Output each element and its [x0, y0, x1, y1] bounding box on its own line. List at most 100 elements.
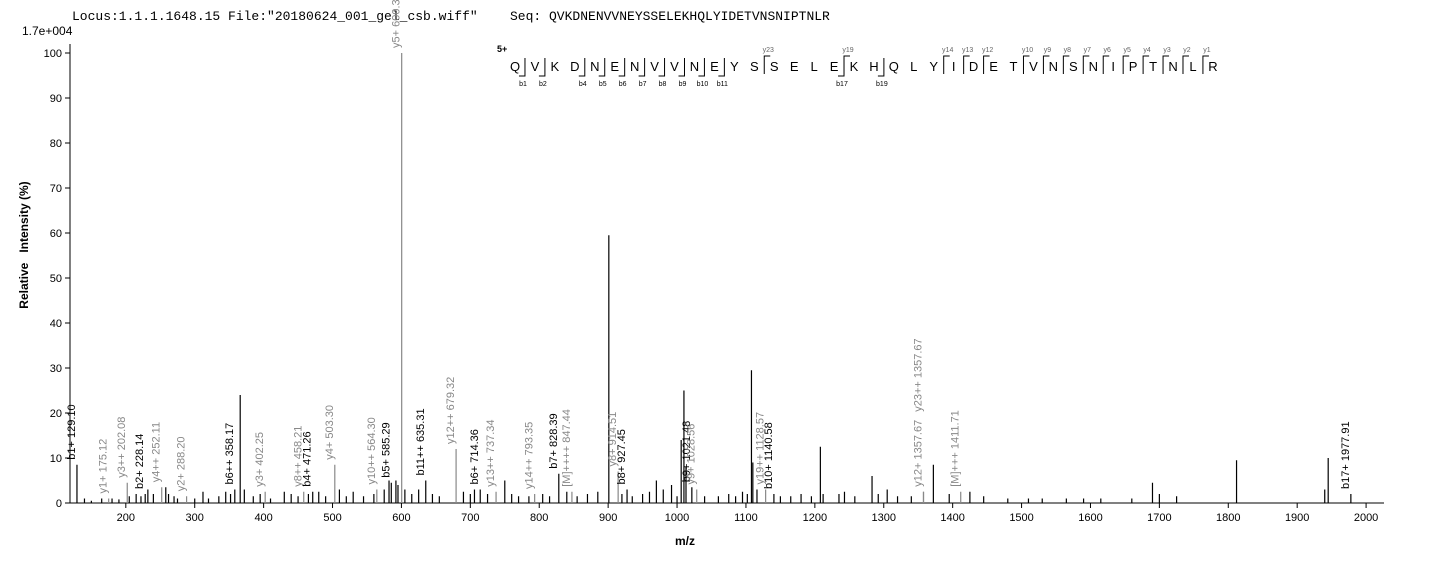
- x-tick-label: 1900: [1285, 512, 1309, 524]
- b-ion-marker: [877, 58, 885, 77]
- peak-label: y2+ 288.20: [176, 437, 188, 492]
- peak-label: b1+ 129.10: [66, 404, 78, 459]
- residue: Y: [730, 59, 739, 74]
- y-tick-label: 60: [50, 228, 62, 240]
- peak-label: y12+ 1357.67: [912, 420, 924, 487]
- x-axis-label: m/z: [675, 534, 695, 548]
- b-ion-marker: [698, 58, 705, 77]
- b-ion-marker: [598, 58, 606, 77]
- charge-label: 5+: [497, 44, 507, 54]
- x-tick-label: 1600: [1078, 512, 1102, 524]
- x-tick-label: 200: [117, 512, 135, 524]
- peak-label: y10++ 564.30: [366, 417, 378, 484]
- residue: E: [610, 59, 619, 74]
- peak-label: b17+ 1977.91: [1340, 421, 1352, 489]
- peak-label: y8++ 458.21: [293, 426, 305, 487]
- residue: N: [630, 59, 639, 74]
- y-ion-label: y10: [1022, 47, 1033, 54]
- residue: N: [1089, 59, 1098, 74]
- y-ion-label: y4: [1143, 47, 1151, 54]
- y-tick-label: 20: [50, 408, 62, 420]
- residue: V: [670, 59, 679, 74]
- x-tick-label: 800: [530, 512, 548, 524]
- b-ion-label: b19: [876, 81, 888, 88]
- residue: E: [989, 59, 998, 74]
- peak-label: b2+ 228.14: [134, 434, 146, 489]
- residue: L: [1189, 59, 1196, 74]
- residue: L: [910, 59, 917, 74]
- residue: D: [570, 59, 579, 74]
- y-ion-marker: [1102, 55, 1110, 74]
- residue: I: [952, 59, 956, 74]
- y-ion-marker: [1182, 55, 1189, 74]
- peak-label: y3++ 202.08: [116, 417, 128, 478]
- b-ion-marker: [678, 58, 685, 77]
- b-ion-marker: [638, 58, 646, 77]
- x-tick-label: 1200: [803, 512, 827, 524]
- residue: Y: [929, 59, 938, 74]
- y-ion-marker: [963, 55, 970, 74]
- x-tick-label: 900: [599, 512, 617, 524]
- y-ion-marker: [843, 55, 851, 74]
- y-ion-marker: [1082, 55, 1090, 74]
- y-ion-marker: [1162, 55, 1170, 74]
- y-ion-marker: [1022, 55, 1030, 74]
- y-ion-marker: [1062, 55, 1070, 74]
- y-ion-label: y6: [1104, 47, 1112, 54]
- x-tick-label: 1000: [665, 512, 689, 524]
- peak-label: y4+ 503.30: [324, 405, 336, 460]
- peak-label: b11++ 635.31: [415, 408, 427, 475]
- residue: Q: [510, 59, 520, 74]
- peak-label: y3+ 402.25: [254, 432, 266, 487]
- residue: V: [531, 59, 540, 74]
- x-tick-label: 1500: [1009, 512, 1033, 524]
- peak-label: b5+ 585.29: [380, 422, 392, 477]
- y-ion-label: y14: [942, 47, 953, 54]
- y-ion-marker: [983, 55, 990, 74]
- b-ion-marker: [618, 58, 626, 77]
- y-ion-label: y13: [962, 47, 973, 54]
- peak-label: b6+ 714.36: [469, 429, 481, 484]
- chart-title: Locus:1.1.1.1648.15 File:"20180624_001_g…: [72, 9, 478, 24]
- peak-label: y9+ 1028.56: [686, 424, 698, 485]
- x-tick-label: 300: [186, 512, 204, 524]
- residue: E: [830, 59, 839, 74]
- y-ion-label: y2: [1183, 47, 1191, 54]
- y-axis-label: Relative Intensity (%): [17, 181, 31, 308]
- y-ion-marker: [943, 55, 950, 74]
- residue: N: [590, 59, 599, 74]
- peak-label: y8+ 914.51: [607, 412, 619, 467]
- b-ion-label: b11: [717, 81, 728, 88]
- b-ion-label: b1: [519, 81, 527, 88]
- peak-label: y4++ 252.11: [151, 422, 163, 482]
- x-tick-label: 500: [323, 512, 341, 524]
- y-ion-label: y9: [1044, 47, 1052, 54]
- y-tick-label: 40: [50, 318, 62, 330]
- residue: N: [1049, 59, 1058, 74]
- peak-label: y19++ 1128.57: [755, 412, 767, 485]
- peak-label: y13++ 737.34: [485, 419, 497, 486]
- x-tick-label: 1400: [940, 512, 964, 524]
- b-ion-marker: [718, 58, 725, 77]
- x-tick-label: 400: [254, 512, 272, 524]
- y-tick-label: 0: [56, 498, 62, 510]
- residue: S: [1069, 59, 1078, 74]
- peak-label: y14++ 793.35: [524, 422, 536, 489]
- residue: E: [710, 59, 719, 74]
- b-ion-label: b7: [639, 81, 647, 88]
- b-ion-marker: [838, 58, 845, 77]
- residue: Q: [889, 59, 899, 74]
- peak-label: y23++ 1357.67: [912, 338, 924, 411]
- residue: N: [1168, 59, 1177, 74]
- peak-label: y5+ 600.38: [391, 0, 403, 48]
- sequence-label: Seq: QVKDNENVVNEYSSELEKHQLYIDETVNSNIPTNL…: [510, 9, 830, 24]
- b-ion-label: b8: [659, 81, 667, 88]
- y-tick-label: 50: [50, 273, 62, 285]
- residue: L: [810, 59, 817, 74]
- peak-label: y1+ 175.12: [98, 439, 110, 494]
- y-tick-label: 80: [50, 138, 62, 150]
- y-ion-label: y12: [982, 47, 993, 54]
- residue: S: [770, 59, 779, 74]
- b-ion-marker: [658, 58, 666, 77]
- residue: S: [750, 59, 759, 74]
